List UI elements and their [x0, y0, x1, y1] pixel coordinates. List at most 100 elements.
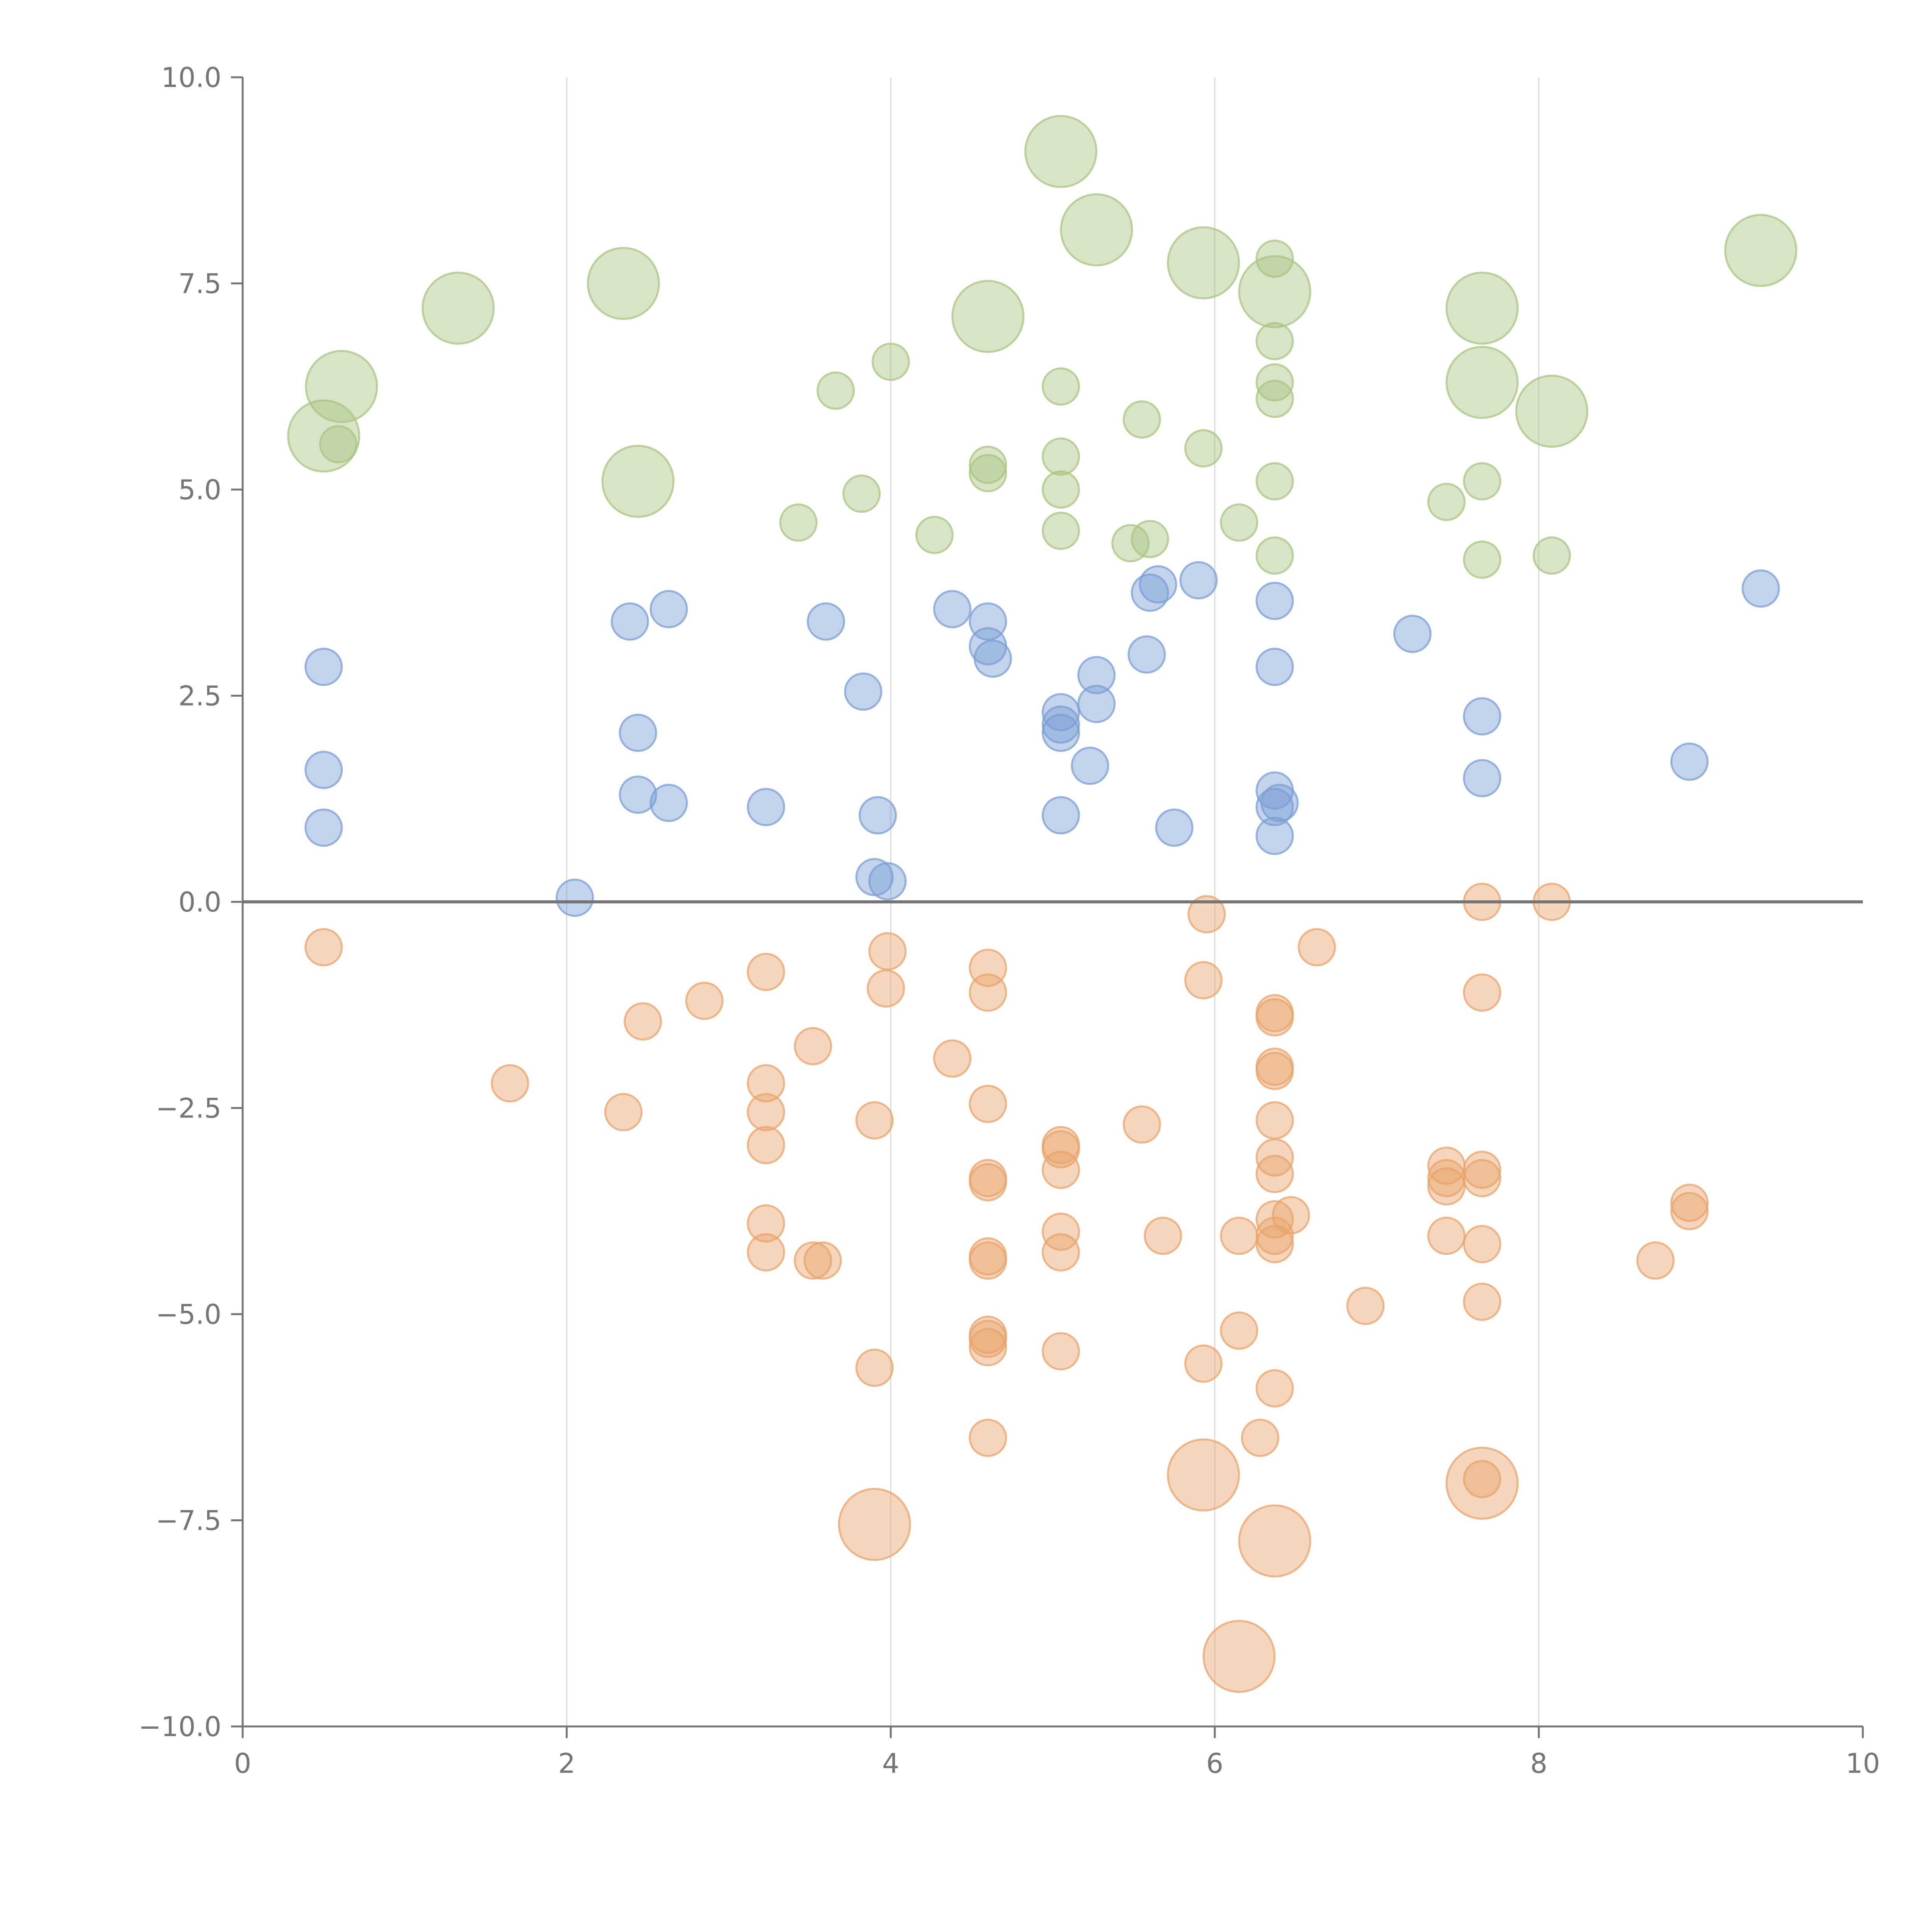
data-point: [587, 247, 660, 320]
data-point: [855, 1101, 894, 1140]
data-point: [1071, 747, 1109, 785]
data-point: [1128, 635, 1166, 674]
y-tick-label: −2.5: [156, 1093, 221, 1124]
data-point: [1272, 1196, 1310, 1235]
data-point: [969, 1241, 1007, 1280]
data-point: [1463, 1159, 1502, 1197]
data-point: [1220, 1311, 1259, 1350]
data-point: [1041, 437, 1080, 476]
data-point: [1060, 193, 1133, 267]
tick-layer: 0 2 4 6 8 10 10.0 7.5 5.0 2.5 0.0 −2.5 −5.0 −7.5 −10.0: [138, 62, 1880, 1779]
data-point: [491, 1064, 529, 1102]
data-point: [1255, 816, 1294, 855]
data-point: [747, 1204, 785, 1243]
data-point: [1463, 1225, 1502, 1264]
data-point: [1255, 1101, 1294, 1140]
data-point: [1077, 685, 1116, 723]
data-point: [1255, 239, 1294, 278]
data-point: [747, 952, 785, 991]
x-tick-label: 4: [882, 1748, 900, 1779]
data-point: [1041, 714, 1080, 752]
data-point: [1131, 520, 1169, 558]
data-point: [1139, 565, 1177, 604]
data-point: [933, 590, 972, 628]
y-tick-label: 0.0: [179, 886, 221, 918]
data-point: [1041, 693, 1080, 731]
data-point: [650, 784, 688, 822]
data-point: [685, 981, 724, 1020]
data-point: [1427, 1216, 1466, 1255]
data-point: [1463, 1460, 1502, 1498]
data-point: [803, 1241, 842, 1280]
data-point: [1255, 462, 1294, 501]
data-point: [1255, 582, 1294, 620]
data-point: [1255, 1051, 1294, 1090]
data-point: [304, 648, 343, 686]
data-point: [969, 973, 1007, 1012]
data-point: [1144, 1216, 1182, 1255]
x-tick-label: 8: [1530, 1748, 1548, 1779]
data-point: [1393, 614, 1432, 653]
data-point: [969, 1163, 1007, 1202]
data-point: [601, 445, 675, 518]
data-point: [1670, 1192, 1709, 1230]
data-point: [619, 776, 657, 814]
data-point: [1255, 1225, 1294, 1264]
data-point: [619, 714, 657, 752]
data-point: [1346, 1287, 1385, 1325]
data-point: [1241, 1418, 1279, 1457]
data-point: [1041, 1130, 1080, 1168]
data-point: [604, 1093, 643, 1131]
x-tick-label: 0: [234, 1748, 252, 1779]
data-point: [624, 1002, 662, 1041]
data-point: [1446, 1446, 1519, 1520]
data-point: [779, 503, 818, 542]
data-point: [867, 969, 905, 1008]
data-point: [1238, 255, 1311, 328]
data-point: [1427, 1167, 1466, 1206]
data-point: [650, 590, 688, 628]
data-point: [304, 751, 343, 789]
data-point: [1255, 1369, 1294, 1408]
data-point: [806, 602, 845, 641]
data-point: [1463, 462, 1502, 501]
x-tick-label: 10: [1845, 1748, 1880, 1779]
data-point: [1024, 115, 1097, 188]
data-point: [1260, 784, 1299, 822]
data-point: [1463, 1282, 1502, 1321]
data-point: [1255, 1138, 1294, 1177]
data-point: [1636, 1241, 1675, 1280]
data-point: [304, 808, 343, 847]
data-point: [1041, 705, 1080, 744]
y-tick-label: 5.0: [179, 474, 221, 506]
data-point: [871, 342, 910, 381]
data-point: [1041, 470, 1080, 509]
y-tick-label: 7.5: [179, 268, 221, 300]
data-point: [1255, 322, 1294, 361]
data-point: [556, 878, 594, 917]
data-point: [422, 272, 495, 345]
data-point: [1041, 1332, 1080, 1371]
data-point: [1670, 742, 1709, 781]
y-tick-label: −7.5: [156, 1505, 221, 1537]
data-point: [1724, 214, 1798, 287]
data-point: [1255, 379, 1294, 418]
data-point: [1179, 561, 1218, 600]
data-point: [915, 515, 954, 554]
data-point: [1187, 895, 1226, 934]
data-point: [1446, 346, 1519, 419]
y-tick-label: 10.0: [161, 62, 221, 94]
data-point: [747, 1093, 785, 1131]
data-point: [868, 932, 907, 971]
data-point: [973, 639, 1012, 678]
data-point: [1742, 569, 1780, 608]
data-point: [1041, 796, 1080, 835]
data-point: [747, 1233, 785, 1272]
data-point: [1077, 656, 1116, 694]
data-point: [1463, 759, 1502, 798]
data-point: [1463, 1151, 1502, 1189]
data-point: [1041, 1213, 1080, 1251]
data-point: [1041, 512, 1080, 550]
data-point: [1041, 1151, 1080, 1189]
